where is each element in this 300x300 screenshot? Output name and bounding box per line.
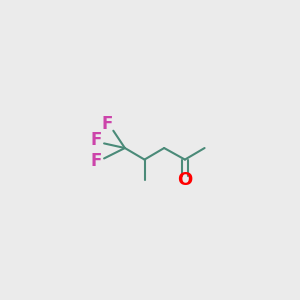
Text: F: F xyxy=(91,152,102,170)
Text: F: F xyxy=(91,131,102,149)
Text: O: O xyxy=(177,171,193,189)
Text: F: F xyxy=(101,116,113,134)
